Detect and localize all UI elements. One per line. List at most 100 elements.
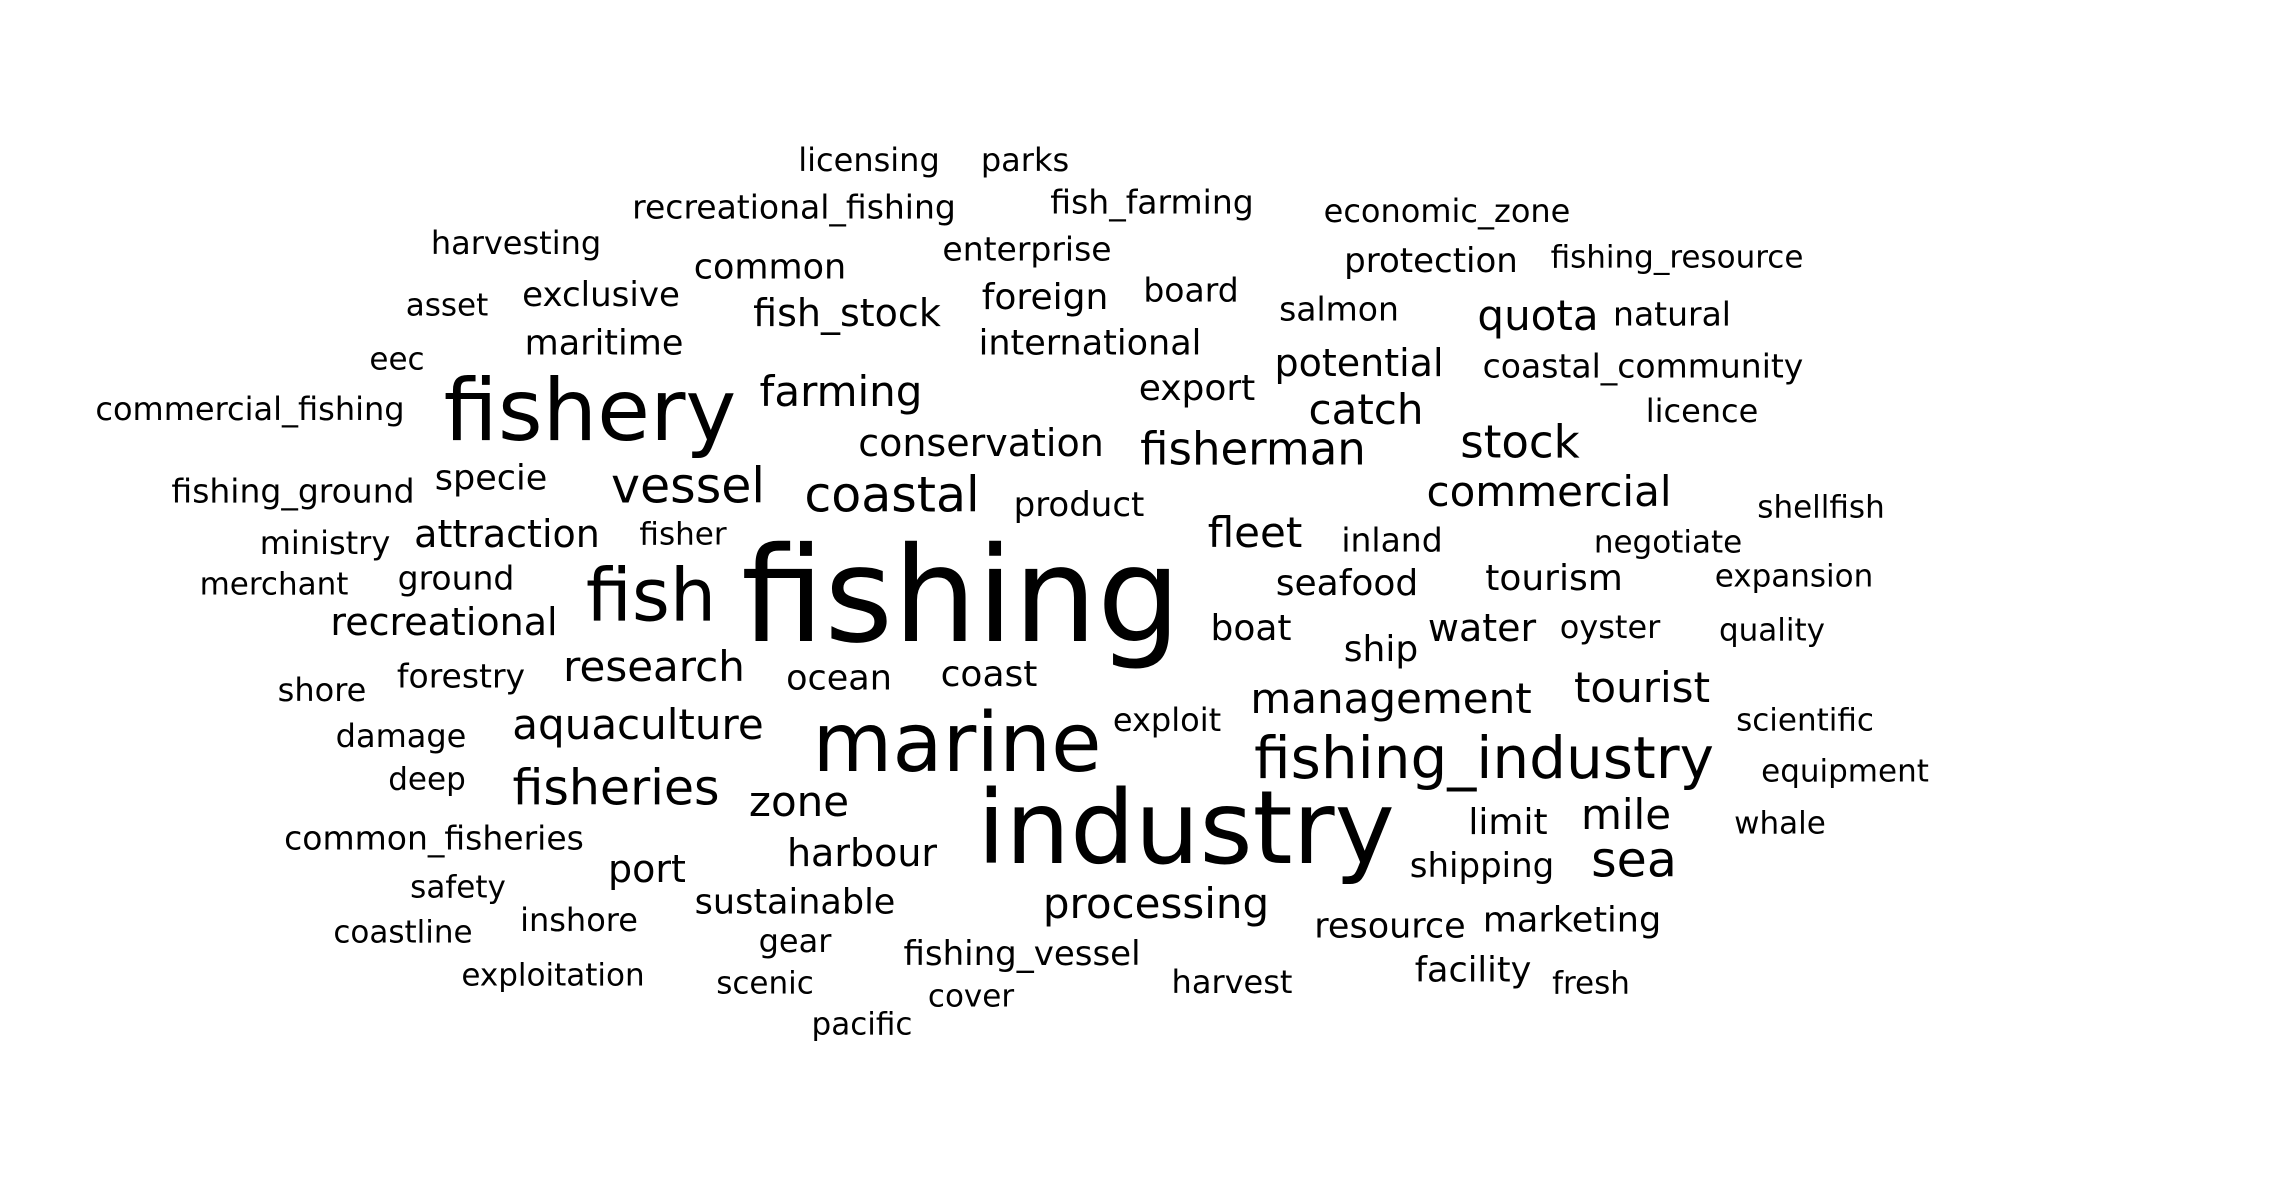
word-common-fisheries: common_fisheries — [284, 818, 584, 858]
word-boat: boat — [1210, 608, 1292, 649]
word-fishing-resource: fishing_resource — [1550, 239, 1804, 276]
word-oyster: oyster — [1559, 608, 1661, 646]
word-board: board — [1143, 270, 1239, 310]
word-vessel: vessel — [611, 457, 765, 515]
word-facility: facility — [1414, 950, 1532, 991]
word-specie: specie — [434, 458, 548, 499]
word-zone: zone — [748, 777, 850, 826]
word-fisherman: fisherman — [1140, 422, 1366, 476]
word-ocean: ocean — [786, 658, 892, 699]
word-common: common — [693, 247, 847, 288]
word-coastline: coastline — [333, 914, 473, 951]
word-commercial-fishing: commercial_fishing — [95, 390, 405, 428]
word-shore: shore — [277, 671, 367, 709]
word-harvesting: harvesting — [430, 224, 602, 262]
word-coastal: coastal — [804, 466, 980, 524]
word-harvest: harvest — [1171, 963, 1293, 1001]
word-forestry: forestry — [396, 656, 526, 696]
word-damage: damage — [335, 717, 467, 755]
word-eec: eec — [369, 341, 425, 378]
word-shellfish: shellfish — [1757, 489, 1885, 526]
word-safety: safety — [410, 869, 506, 906]
word-tourist: tourist — [1573, 663, 1711, 712]
word-pacific: pacific — [811, 1006, 913, 1043]
word-commercial: commercial — [1426, 467, 1672, 516]
word-export: export — [1138, 368, 1256, 409]
word-tourism: tourism — [1485, 558, 1623, 599]
word-inshore: inshore — [520, 901, 638, 939]
word-research: research — [563, 642, 745, 691]
word-fleet: fleet — [1207, 508, 1303, 557]
word-fishing-industry: fishing_industry — [1254, 724, 1714, 792]
word-product: product — [1013, 485, 1145, 525]
word-whale: whale — [1734, 805, 1826, 842]
word-farming: farming — [759, 367, 923, 416]
word-ground: ground — [397, 558, 515, 598]
word-quality: quality — [1718, 612, 1826, 649]
word-cover: cover — [927, 978, 1015, 1015]
word-potential: potential — [1274, 341, 1444, 385]
word-recreational: recreational — [330, 600, 558, 644]
word-aquaculture: aquaculture — [512, 700, 764, 749]
word-industry: industry — [977, 769, 1395, 888]
word-deep: deep — [388, 761, 466, 798]
word-fish-stock: fish_stock — [753, 291, 941, 335]
word-exploit: exploit — [1112, 701, 1222, 739]
word-shipping: shipping — [1409, 846, 1555, 886]
word-fish-farming: fish_farming — [1050, 182, 1254, 222]
word-management: management — [1250, 674, 1532, 723]
word-merchant: merchant — [199, 566, 349, 603]
word-maritime: maritime — [524, 323, 684, 364]
word-mile: mile — [1580, 790, 1672, 839]
word-gear: gear — [758, 922, 832, 960]
word-seafood: seafood — [1275, 563, 1419, 604]
word-fishing-vessel: fishing_vessel — [903, 934, 1141, 974]
word-conservation: conservation — [858, 421, 1104, 465]
word-international: international — [978, 323, 1202, 364]
word-parks: parks — [980, 141, 1070, 179]
word-sustainable: sustainable — [694, 882, 896, 923]
word-attraction: attraction — [414, 512, 600, 556]
word-fishery: fishery — [443, 361, 737, 461]
word-licence: licence — [1645, 392, 1759, 430]
word-processing: processing — [1042, 879, 1270, 928]
word-fisher: fisher — [639, 516, 727, 553]
word-scenic: scenic — [716, 965, 814, 1002]
word-licensing: licensing — [798, 141, 940, 179]
word-ministry: ministry — [259, 524, 391, 562]
word-foreign: foreign — [981, 277, 1109, 318]
word-negotiate: negotiate — [1593, 524, 1743, 561]
word-coast: coast — [940, 654, 1038, 695]
word-salmon: salmon — [1279, 289, 1399, 329]
word-fish: fish — [585, 553, 717, 639]
word-port: port — [608, 847, 686, 891]
word-catch: catch — [1308, 385, 1424, 434]
word-ship: ship — [1343, 629, 1419, 670]
word-exploitation: exploitation — [461, 957, 645, 994]
word-coastal-community: coastal_community — [1482, 346, 1804, 386]
word-asset: asset — [405, 287, 489, 324]
word-harbour: harbour — [786, 831, 938, 875]
word-water: water — [1427, 606, 1537, 650]
word-natural: natural — [1613, 294, 1731, 334]
word-fishing: fishing — [741, 519, 1181, 673]
word-economic-zone: economic_zone — [1323, 192, 1571, 230]
word-resource: resource — [1314, 906, 1466, 947]
word-fishing-ground: fishing_ground — [171, 471, 415, 511]
word-marine: marine — [812, 696, 1102, 791]
word-expansion: expansion — [1714, 558, 1874, 595]
word-fresh: fresh — [1552, 965, 1630, 1002]
word-enterprise: enterprise — [942, 229, 1112, 269]
word-quota: quota — [1477, 291, 1599, 340]
word-stock: stock — [1460, 415, 1580, 469]
word-scientific: scientific — [1736, 702, 1874, 739]
word-limit: limit — [1468, 802, 1548, 843]
word-sea: sea — [1591, 831, 1677, 889]
word-fisheries: fisheries — [512, 759, 720, 817]
word-equipment: equipment — [1761, 753, 1929, 790]
word-recreational-fishing: recreational_fishing — [632, 187, 956, 227]
word-inland: inland — [1341, 520, 1443, 560]
word-exclusive: exclusive — [522, 275, 680, 315]
word-marketing: marketing — [1482, 900, 1662, 941]
